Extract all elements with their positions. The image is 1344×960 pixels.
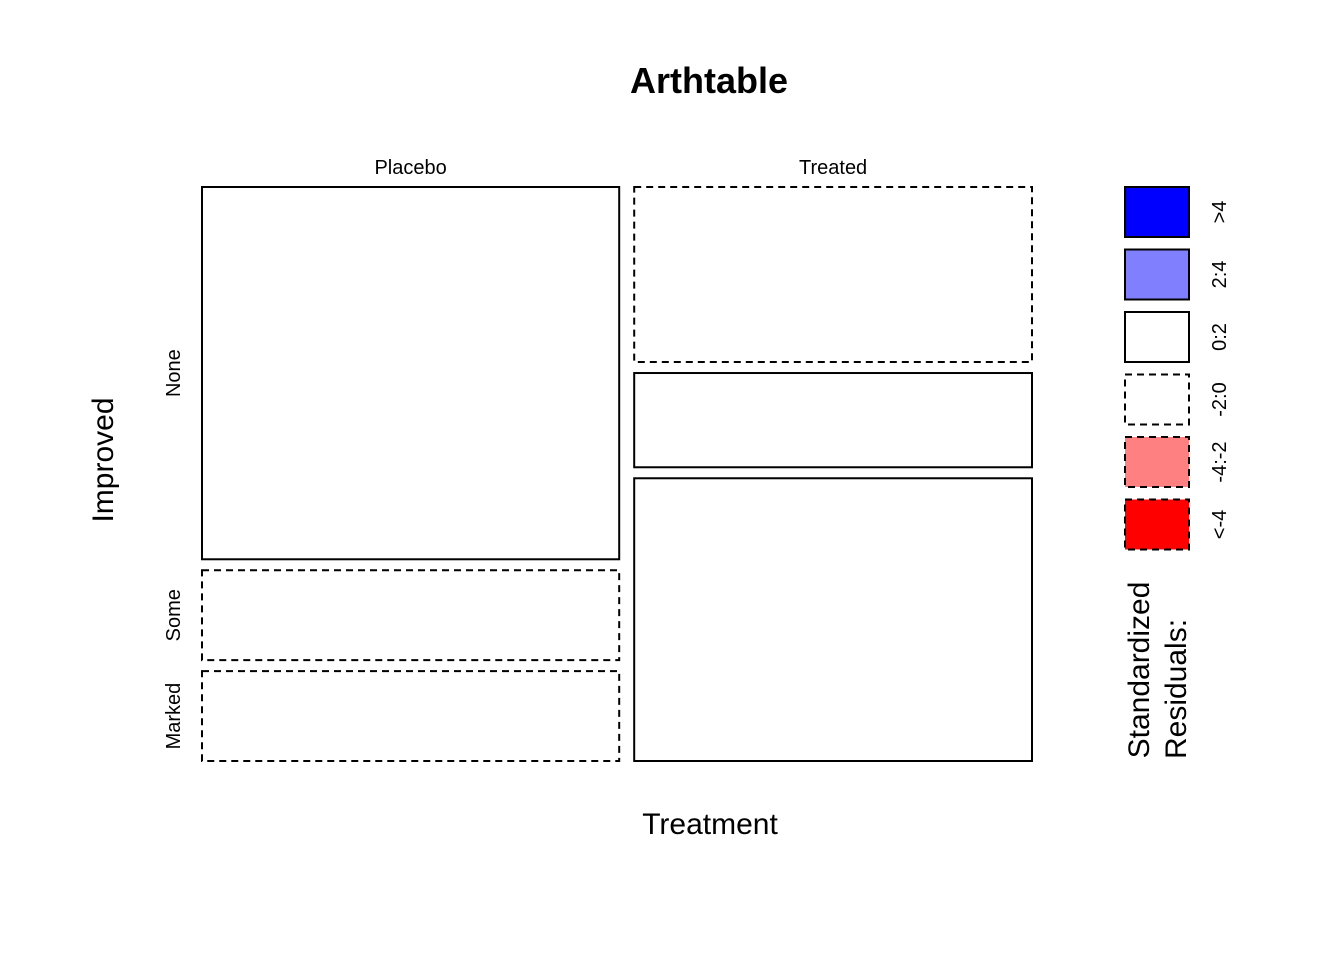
legend-swatch-5 [1124,436,1190,488]
cell-treated-marked [633,477,1033,762]
row-label-none: None [163,349,185,397]
legend-label-1: >4 [1209,201,1231,224]
row-label-marked: Marked [163,683,185,750]
column-label-treated: Treated [799,157,867,179]
legend-label-6: <-4 [1209,510,1231,539]
legend-title-line1: Standardized [1123,582,1156,759]
legend-swatch-2 [1124,248,1190,301]
cell-placebo-none [201,186,621,561]
legend-label-3: 0:2 [1209,323,1231,351]
chart-title: Arthtable [630,60,788,101]
x-axis-label: Treatment [642,808,778,841]
cell-placebo-some [201,569,621,662]
row-label-some: Some [163,589,185,641]
mosaic-cells [201,186,1033,762]
cell-treated-some [633,372,1033,469]
y-axis-label: Improved [87,397,120,522]
residual-legend: Standardized Residuals: >4 2:4 0:2 -2:0 -4:-… [1123,186,1231,759]
legend-label-2: 2:4 [1209,261,1231,289]
column-label-placebo: Placebo [374,157,446,179]
legend-title-line2: Residuals: [1160,619,1193,759]
legend-swatch-3 [1124,311,1190,363]
category-labels: Placebo None Some Marked Treated [163,157,867,749]
cell-placebo-marked [201,670,621,762]
legend-swatch-1 [1124,186,1190,238]
legend-swatch-4 [1124,373,1190,426]
cell-treated-none [633,186,1033,364]
legend-label-4: -2:0 [1209,382,1231,416]
legend-label-5: -4:-2 [1209,441,1231,482]
legend-swatch-6 [1124,498,1190,551]
